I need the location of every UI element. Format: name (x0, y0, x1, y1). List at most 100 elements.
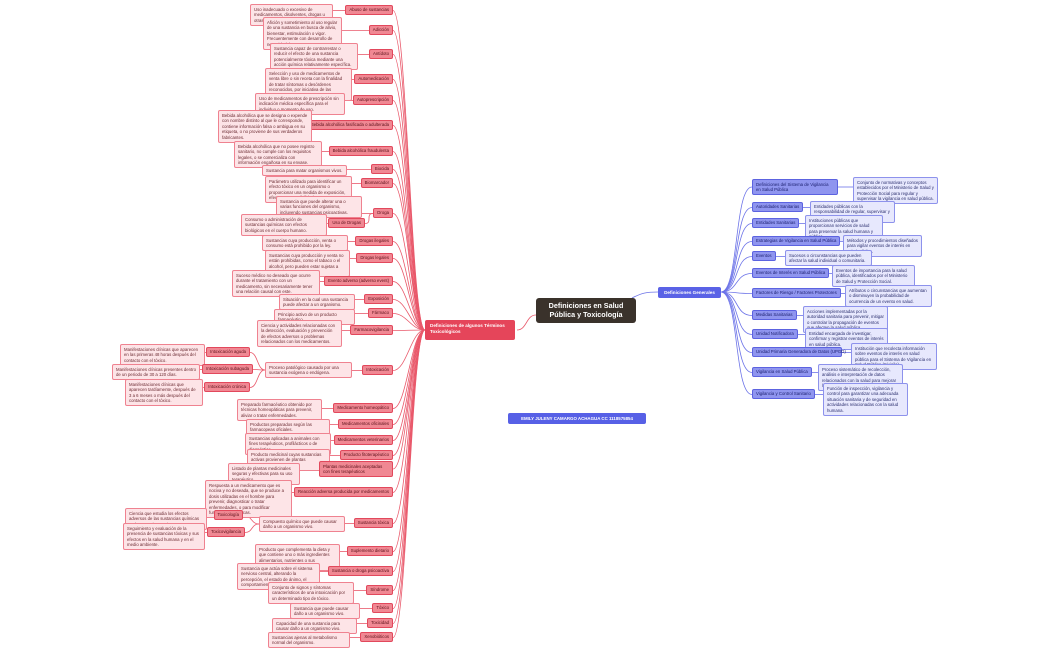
term-node[interactable]: Medidas Sanitarias (752, 309, 797, 321)
central-to-right-link (631, 291, 659, 299)
branch-link (720, 207, 753, 293)
branch-link (392, 30, 426, 331)
branch-link (392, 329, 426, 371)
term-node[interactable]: Plantas medicinales aceptadas con fines … (319, 461, 393, 478)
term-node[interactable]: Automedicación (354, 73, 393, 85)
definition-node: Bebida alcohólica que se designa o expen… (218, 110, 312, 143)
term-node[interactable]: Vigilancia y Control Sanitario (752, 388, 815, 400)
term-node[interactable]: Exposición (364, 293, 393, 305)
branch-link (720, 186, 753, 293)
term-node[interactable]: Xenobióticos (360, 631, 393, 643)
branch-link (392, 241, 426, 331)
branch-link (392, 329, 426, 572)
term-node[interactable]: Medicamento homeopático (333, 402, 393, 414)
term-node[interactable]: Eventos de Interés en Salud Pública (752, 267, 830, 279)
branch-link (392, 329, 426, 624)
branch-link (720, 291, 753, 373)
subterm-node[interactable]: Uso de Drogas (328, 217, 365, 229)
definition-node: Eventos de importancia para la salud púb… (832, 265, 915, 287)
term-node[interactable]: Definiciones del Sistema de Vigilancia e… (752, 179, 838, 196)
subdefinition-node: Consumo o administración de sustancias q… (241, 214, 327, 236)
author-label: EMILY JULENY CAMARGO ACHAGUA CC 11185758… (508, 413, 646, 424)
branch-link (720, 291, 753, 335)
branch-link (392, 213, 426, 331)
term-node[interactable]: Síndrome (366, 584, 393, 596)
term-node[interactable]: Eventos (752, 250, 776, 262)
branch-link (392, 329, 426, 591)
definition-node: Listado de plantas medicinales seguras y… (228, 463, 300, 485)
definition-node: Suceso médico no deseado que ocurre dura… (232, 270, 320, 298)
term-node[interactable]: Medicamentos veterinarios (333, 434, 393, 446)
term-node[interactable]: Vigilancia en Salud Pública (752, 366, 812, 378)
term-node[interactable]: Tóxico (372, 602, 393, 614)
branch-general-definitions[interactable]: Definiciones Generales (658, 287, 721, 298)
subterm-node[interactable]: Intoxicación aguda (206, 346, 250, 358)
term-node[interactable]: Antídoto (368, 48, 393, 60)
subterm-node[interactable]: Intoxicación crónica (204, 381, 250, 393)
term-node[interactable]: Abuso de sustancias (345, 4, 393, 16)
term-node[interactable]: Sustancia tóxica (353, 517, 393, 529)
branch-toxicological-terms[interactable]: Definiciones de algunos Términos Toxicol… (425, 320, 515, 340)
branch-link (720, 291, 753, 316)
definition-node: Ciencia y actividades relacionadas con l… (257, 320, 342, 348)
branch-link (392, 54, 426, 331)
term-node[interactable]: Estrategias de Vigilancia en Salud Públi… (752, 235, 841, 247)
term-node[interactable]: Factores de Riesgo / Factores Protectore… (752, 287, 841, 299)
term-node[interactable]: Suplemento dietario (346, 545, 393, 557)
branch-link (392, 281, 426, 331)
term-node[interactable]: Toxicidad (367, 617, 393, 629)
term-node[interactable]: Entidades Sanitarias (752, 217, 800, 229)
branch-link (392, 329, 426, 409)
term-node[interactable]: Unidad Primaria Generadora de Datos (UPG… (752, 346, 846, 358)
branch-link (392, 151, 426, 331)
branch-link (720, 291, 753, 294)
definition-node: Sustancias cuya producción, venta o cons… (262, 235, 348, 252)
term-node[interactable]: Sustancia o droga psicoactiva (327, 565, 393, 577)
subterm-node[interactable]: Toxicovigilancia (207, 526, 245, 538)
term-node[interactable]: Fármaco (368, 307, 393, 319)
subdefinition-node: Seguimiento y evaluación de la presencia… (123, 523, 205, 551)
term-node[interactable]: Intoxicación (362, 364, 393, 376)
definition-node: Atributos o circunstancias que aumentan … (845, 285, 932, 307)
term-node[interactable]: Adicción (368, 24, 393, 36)
term-node[interactable]: Evento adverso (adverso event) (324, 275, 393, 287)
term-node[interactable]: Drogas ilegales (355, 235, 393, 247)
definition-node: Sustancia que puede alterar una o varias… (276, 196, 362, 218)
branch-link (720, 273, 753, 293)
definition-node: Sustancia que puede causar daño a un org… (290, 603, 360, 620)
definition-node: Sustancias ajenas al metabolismo normal … (268, 632, 350, 649)
branch-link (720, 256, 753, 293)
subterm-node[interactable]: Toxicología (213, 509, 243, 521)
term-node[interactable]: Biocida (370, 163, 393, 175)
term-node[interactable]: Droga (373, 207, 393, 219)
definition-node: Sucesos o circunstancias que pueden afec… (785, 250, 872, 267)
central-topic[interactable]: Definiciones en Salud Pública y Toxicolo… (536, 298, 636, 323)
subdefinition-node: Manifestaciones clínicas que aparecen ta… (125, 379, 203, 407)
term-node[interactable]: Drogas legales (356, 252, 393, 264)
term-node[interactable]: Unidad Notificadora (752, 328, 798, 340)
branch-link (392, 329, 426, 441)
branch-link (392, 329, 426, 552)
term-node[interactable]: Farmacovigilancia (350, 324, 393, 336)
subterm-node[interactable]: Intoxicación subaguda (202, 363, 253, 375)
definition-node: Función de inspección, vigilancia y cont… (823, 383, 908, 416)
term-node[interactable]: Autoprescripción (352, 94, 393, 106)
branch-link (392, 329, 426, 470)
term-node[interactable]: Bebida alcohólica fraudulenta (328, 145, 393, 157)
definition-node: Conjunto de normativas y conceptos estab… (853, 177, 938, 205)
branch-link (392, 183, 426, 331)
branch-link (392, 329, 426, 425)
definition-node: Compuesto químico que puede causar daño … (259, 516, 345, 533)
sub-branch-link (364, 213, 374, 224)
central-to-left-link (516, 314, 537, 331)
term-node[interactable]: Reacción adversa producida por medicamen… (293, 486, 393, 498)
term-node[interactable]: Biomarcador (360, 177, 393, 189)
branch-link (392, 329, 426, 331)
term-node[interactable]: Medicamentos oficinales (337, 418, 393, 430)
term-node[interactable]: Producto fitoterapéutico (339, 449, 393, 461)
sub-branch-link (244, 523, 260, 533)
term-node[interactable]: Bebida alcohólica fasificada o adulterad… (306, 119, 393, 131)
term-node[interactable]: Autoridades Sanitarias (752, 201, 804, 213)
